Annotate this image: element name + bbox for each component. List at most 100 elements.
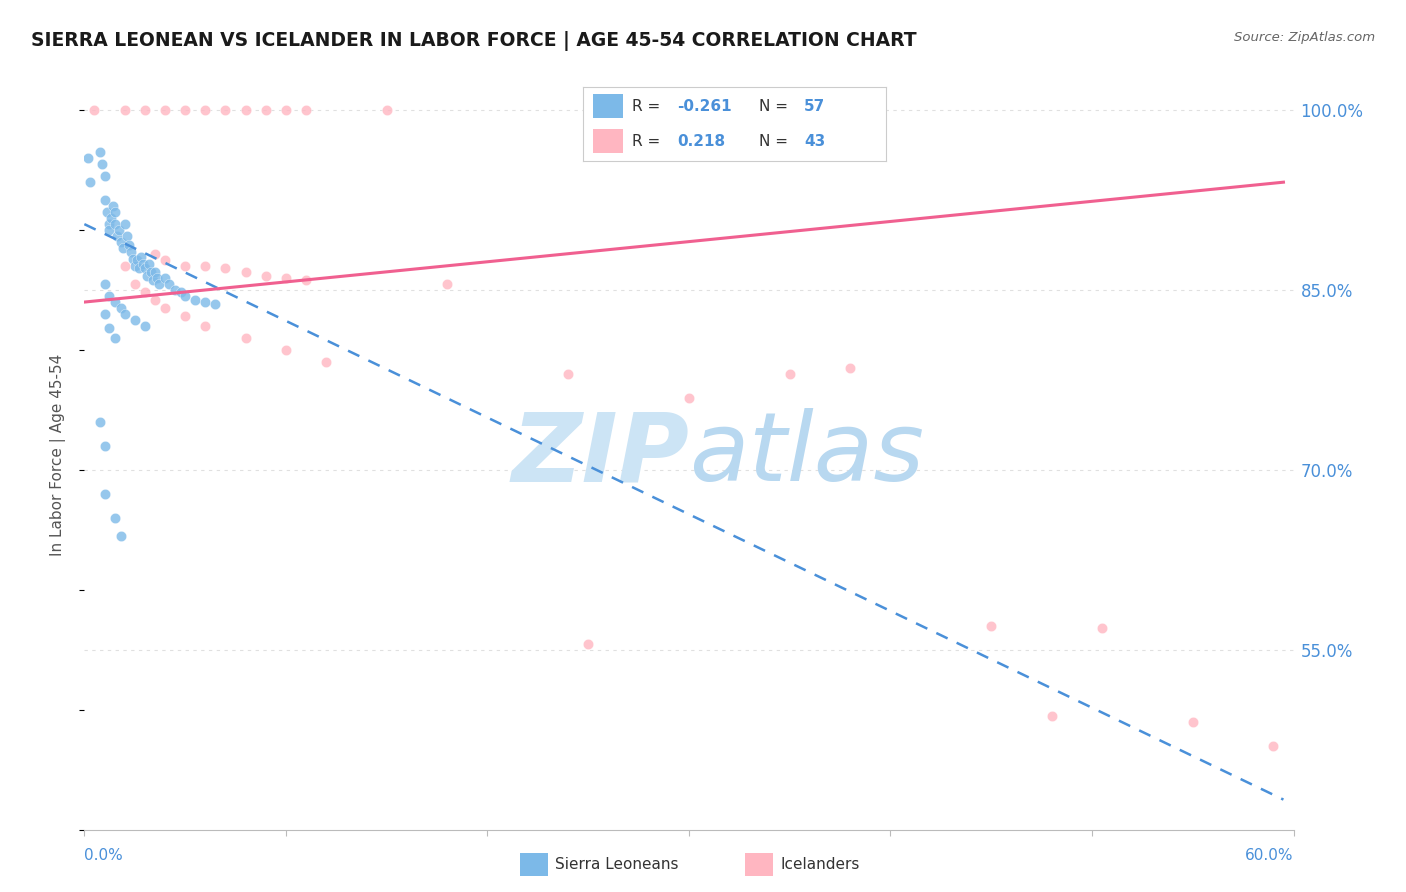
- Text: 60.0%: 60.0%: [1246, 848, 1294, 863]
- Point: [134, 319, 156, 334]
- Point: [96, 205, 118, 219]
- Point: [135, 268, 157, 283]
- Point: [111, 241, 134, 255]
- Point: [97, 223, 120, 237]
- Point: [214, 103, 236, 118]
- Bar: [592, 129, 623, 153]
- Text: R =: R =: [631, 99, 665, 113]
- Point: [315, 355, 337, 369]
- Point: [128, 261, 150, 276]
- Point: [576, 637, 599, 651]
- Point: [93, 277, 115, 291]
- Text: N =: N =: [759, 99, 793, 113]
- Point: [143, 247, 166, 261]
- Point: [97, 289, 120, 303]
- Point: [557, 367, 579, 381]
- Point: [115, 229, 138, 244]
- Point: [375, 103, 398, 118]
- Point: [235, 265, 257, 279]
- Point: [153, 271, 176, 285]
- Text: Source: ZipAtlas.com: Source: ZipAtlas.com: [1234, 31, 1375, 45]
- Point: [194, 319, 217, 334]
- Text: R =: R =: [631, 134, 669, 149]
- Text: ZIP: ZIP: [510, 409, 689, 501]
- Point: [129, 250, 152, 264]
- Point: [105, 229, 128, 244]
- Point: [93, 439, 115, 453]
- Point: [114, 307, 136, 321]
- Text: N =: N =: [759, 134, 793, 149]
- Point: [165, 283, 187, 297]
- Text: 0.218: 0.218: [678, 134, 725, 149]
- Point: [139, 265, 162, 279]
- Text: SIERRA LEONEAN VS ICELANDER IN LABOR FORCE | AGE 45-54 CORRELATION CHART: SIERRA LEONEAN VS ICELANDER IN LABOR FOR…: [31, 31, 917, 51]
- Point: [93, 169, 115, 184]
- Point: [125, 253, 148, 268]
- Point: [1181, 714, 1204, 729]
- Point: [77, 151, 100, 165]
- Text: 0.0%: 0.0%: [84, 848, 124, 863]
- Point: [100, 211, 122, 226]
- Point: [194, 259, 217, 273]
- Point: [114, 217, 136, 231]
- Point: [124, 259, 146, 273]
- Y-axis label: In Labor Force | Age 45-54: In Labor Force | Age 45-54: [49, 354, 66, 556]
- Point: [143, 265, 166, 279]
- Point: [97, 321, 120, 335]
- Point: [142, 273, 165, 287]
- Point: [104, 217, 127, 231]
- Point: [89, 415, 111, 429]
- Text: -0.261: -0.261: [678, 99, 733, 113]
- Point: [93, 307, 115, 321]
- Point: [235, 331, 257, 345]
- Point: [89, 145, 111, 160]
- Point: [254, 103, 277, 118]
- Point: [134, 261, 156, 276]
- Point: [118, 237, 141, 252]
- Point: [204, 297, 226, 311]
- Point: [174, 103, 197, 118]
- Point: [104, 295, 127, 310]
- Point: [153, 253, 176, 268]
- Text: Sierra Leoneans: Sierra Leoneans: [555, 857, 679, 871]
- Point: [91, 157, 114, 171]
- Point: [148, 277, 170, 291]
- Point: [295, 273, 318, 287]
- Point: [839, 361, 862, 376]
- Point: [157, 277, 180, 291]
- Point: [104, 205, 127, 219]
- Point: [146, 271, 169, 285]
- Point: [114, 259, 136, 273]
- Point: [104, 511, 127, 525]
- Point: [1040, 708, 1063, 723]
- Point: [184, 293, 207, 307]
- Point: [121, 252, 143, 266]
- Point: [194, 103, 217, 118]
- Point: [110, 529, 132, 543]
- Point: [114, 103, 136, 118]
- Text: 43: 43: [804, 134, 825, 149]
- Point: [274, 271, 297, 285]
- Point: [274, 103, 297, 118]
- Point: [93, 487, 115, 501]
- Point: [124, 277, 146, 291]
- Point: [120, 244, 142, 259]
- Point: [134, 103, 156, 118]
- Point: [110, 301, 132, 315]
- Point: [678, 391, 700, 405]
- Point: [235, 103, 257, 118]
- Point: [174, 310, 197, 324]
- Point: [980, 619, 1002, 633]
- Point: [124, 313, 146, 327]
- Point: [153, 103, 176, 118]
- Text: atlas: atlas: [689, 409, 924, 501]
- Point: [170, 285, 193, 300]
- Point: [132, 257, 155, 271]
- Point: [93, 193, 115, 207]
- Point: [153, 301, 176, 315]
- Point: [138, 257, 160, 271]
- Point: [174, 259, 197, 273]
- Point: [107, 223, 129, 237]
- Point: [174, 289, 197, 303]
- Point: [295, 103, 318, 118]
